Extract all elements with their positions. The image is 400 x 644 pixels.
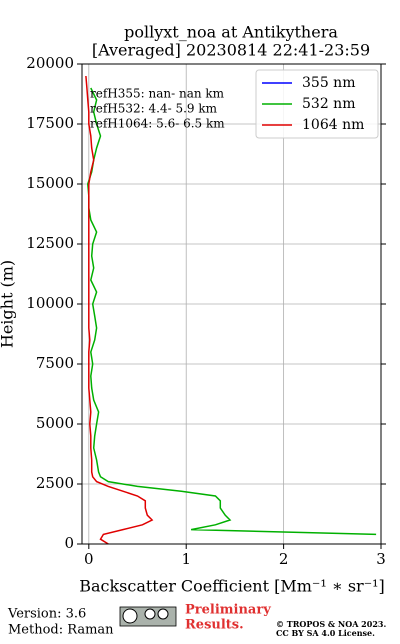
y-tick-label: 12500 [26,234,74,252]
annotation: refH532: 4.4- 5.9 km [90,102,218,116]
y-tick-label: 17500 [26,114,74,132]
x-tick-label: 2 [279,550,289,568]
annotation: refH355: nan- nan km [90,87,225,101]
legend-label: 355 nm [302,75,355,91]
x-tick-label: 3 [376,550,386,568]
legend-box [255,69,379,139]
copyright: © TROPOS & NOA 2023. [276,619,386,629]
plot-frame [81,63,382,545]
preliminary: Preliminary [185,603,271,618]
annotation: refH1064: 5.6- 6.5 km [90,117,225,131]
copyright: CC BY SA 4.0 License. [276,628,375,638]
version: Version: 3.6 [7,607,86,622]
preliminary: Results. [185,618,244,633]
y-tick-label: 5000 [36,414,74,432]
cc-badge [119,606,177,627]
y-axis-label: Height (m) [0,260,17,348]
legend-label: 532 nm [302,96,355,112]
method: Method: Raman [8,623,114,638]
profile-line [85,75,154,545]
y-tick-label: 0 [64,534,74,552]
y-tick-label: 20000 [26,54,74,72]
profile-line [87,87,377,536]
y-tick-label: 15000 [26,174,74,192]
legend-label: 1064 nm [302,117,364,133]
x-tick-label: 0 [84,550,94,568]
chart-title: pollyxt_noa at Antikythera [124,23,338,42]
x-tick-label: 1 [181,550,191,568]
y-tick-label: 2500 [36,474,74,492]
x-axis-label: Backscatter Coefficient [Mm⁻¹ ∗ sr⁻¹] [79,577,385,596]
chart-subtitle: [Averaged] 20230814 22:41-23:59 [92,41,370,60]
y-tick-label: 7500 [36,354,74,372]
y-tick-label: 10000 [26,294,74,312]
